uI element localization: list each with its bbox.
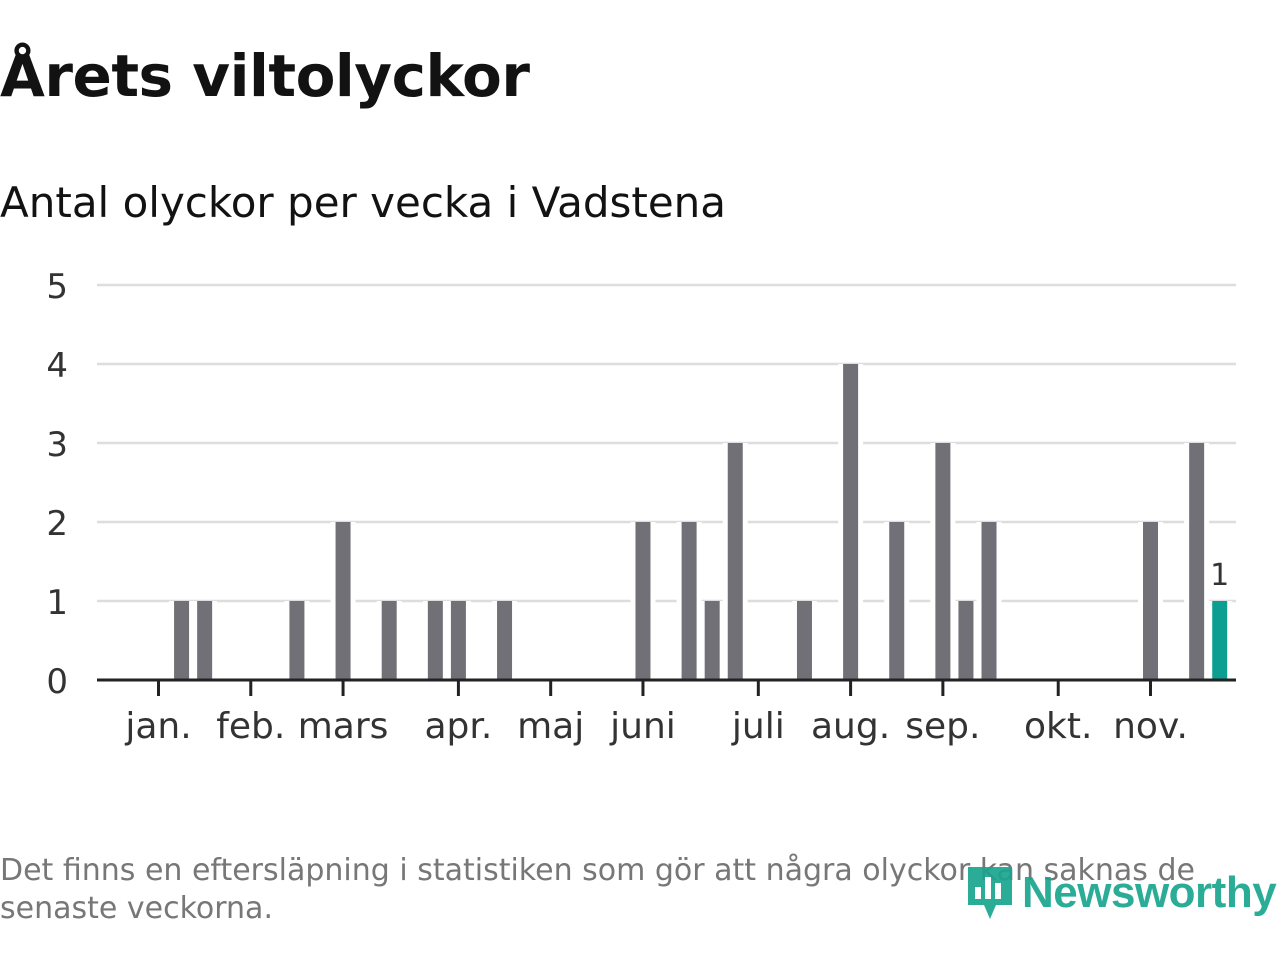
- x-tick-label: mars: [298, 706, 389, 747]
- bar-week-37: [981, 522, 997, 680]
- bar-week-47: [1212, 601, 1228, 680]
- bar-week-13: [427, 601, 443, 680]
- bar-chart: 0 1 2 3 4 5 jan. feb. mars apr. maj juni juli aug. se…: [46, 267, 1236, 747]
- bar-week-36: [958, 601, 974, 680]
- data-labels: 1: [1210, 558, 1229, 593]
- bar-week-2: [174, 601, 190, 680]
- y-tick-label-1: 1: [46, 583, 68, 623]
- bar-week-14: [450, 601, 466, 680]
- x-tick-label: juli: [731, 706, 785, 747]
- bar-week-7: [289, 601, 305, 680]
- brand-name: Newsworthy: [1022, 868, 1277, 917]
- bars: [169, 364, 1233, 680]
- bar-week-44: [1143, 522, 1159, 680]
- bar-week-16: [497, 601, 513, 680]
- x-tick-label: okt.: [1024, 706, 1092, 747]
- y-axis-tick-labels: 0 1 2 3 4 5: [46, 267, 68, 702]
- highlight-data-label: 1: [1210, 558, 1229, 593]
- bar-week-9: [335, 522, 351, 680]
- y-tick-label-3: 3: [46, 425, 68, 465]
- bar-week-25: [704, 601, 720, 680]
- newsworthy-logo: Newsworthy: [964, 860, 1280, 926]
- bar-week-26: [727, 443, 743, 680]
- x-tick-label: feb.: [216, 706, 285, 747]
- y-tick-label-0: 0: [46, 662, 68, 702]
- x-tick-label: juni: [609, 706, 676, 747]
- bar-week-33: [889, 522, 905, 680]
- y-tick-label-4: 4: [46, 346, 68, 386]
- x-tick-label: aug.: [811, 706, 890, 747]
- bar-week-24: [681, 522, 697, 680]
- chart-subtitle: Antal olyckor per vecka i Vadstena: [0, 178, 727, 227]
- x-tick-label: jan.: [124, 706, 191, 747]
- x-tick-label: apr.: [424, 706, 492, 747]
- x-tick-label: nov.: [1113, 706, 1188, 747]
- x-tick-label: sep.: [905, 706, 980, 747]
- chart-title: Årets viltolyckor: [0, 42, 530, 110]
- bar-week-31: [843, 364, 859, 680]
- bar-week-3: [197, 601, 213, 680]
- x-tick-label: maj: [517, 706, 584, 747]
- y-tick-label-2: 2: [46, 504, 68, 544]
- gridlines: [97, 283, 1236, 603]
- y-tick-label-5: 5: [46, 267, 68, 307]
- newsworthy-bar-chart-icon: [968, 867, 1012, 919]
- bar-week-11: [381, 601, 397, 680]
- bar-week-22: [635, 522, 651, 680]
- bar-week-29: [796, 601, 812, 680]
- x-axis-tick-labels: jan. feb. mars apr. maj juni juli aug. sep. okt. n…: [124, 680, 1188, 747]
- bar-week-35: [935, 443, 951, 680]
- bar-week-46: [1189, 443, 1205, 680]
